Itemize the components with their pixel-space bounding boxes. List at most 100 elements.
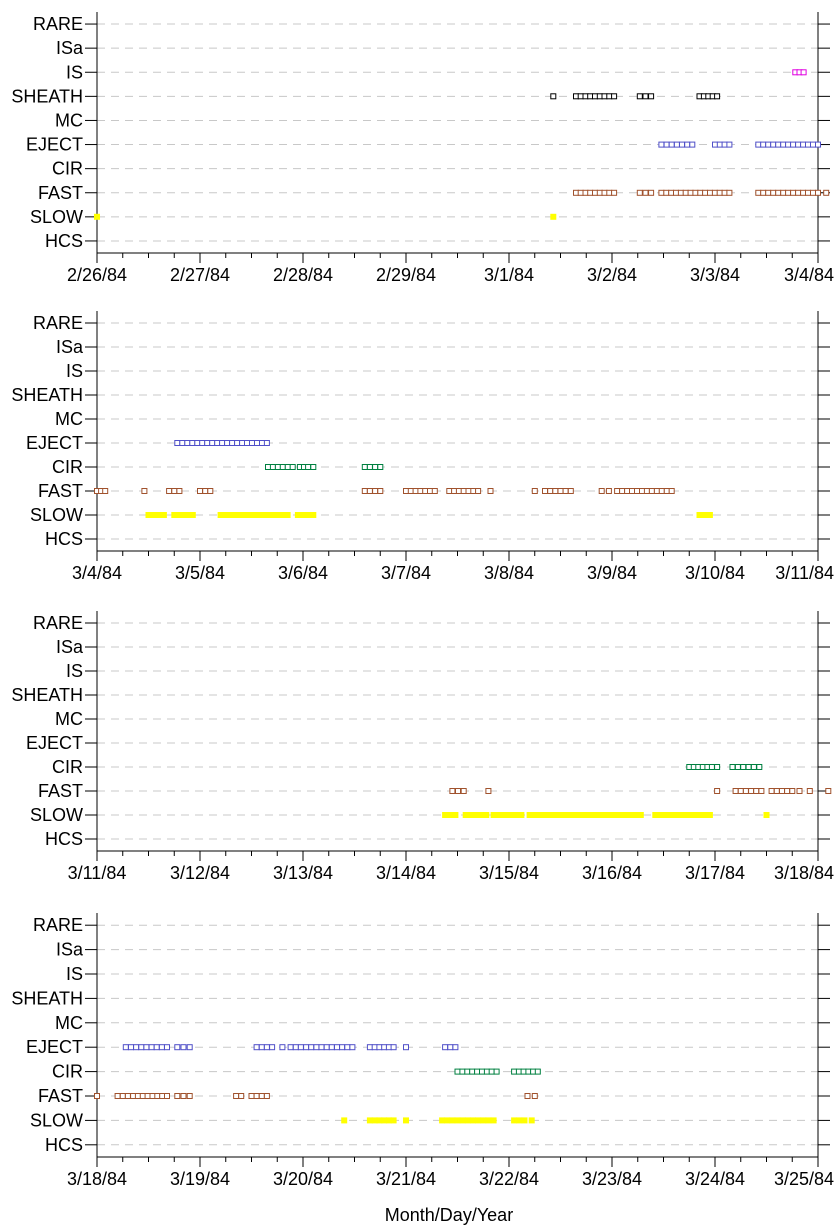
data-point-fast <box>714 788 721 794</box>
data-point-fast <box>606 189 613 196</box>
data-point-slow <box>473 812 479 818</box>
data-point-slow <box>475 1117 482 1124</box>
x-tick-label: 3/3/84 <box>690 265 740 285</box>
data-point-eject <box>263 1044 270 1051</box>
data-point-slow <box>263 512 270 518</box>
data-point-fast <box>721 189 728 196</box>
data-point-fast <box>697 189 704 196</box>
category-label: SLOW <box>30 505 83 525</box>
data-point-slow <box>632 812 639 818</box>
data-point-fast <box>753 788 760 794</box>
data-point-slow <box>300 512 306 518</box>
data-point-fast <box>711 189 718 196</box>
data-point-cir <box>284 464 291 470</box>
data-point-fast <box>524 1093 531 1099</box>
data-point-slow <box>567 812 574 818</box>
data-point-fast <box>779 788 785 794</box>
data-point-slow <box>696 812 703 818</box>
data-point-fast <box>692 189 699 196</box>
data-point-slow <box>310 512 317 518</box>
data-point-cir <box>756 764 763 770</box>
data-point-fast <box>810 189 816 196</box>
data-point-fast <box>619 488 626 494</box>
data-point-eject <box>716 141 723 148</box>
data-point-slow <box>155 512 162 518</box>
x-tick-label: 3/24/84 <box>685 1169 745 1189</box>
category-label: MC <box>55 709 83 729</box>
category-label: HCS <box>45 529 83 549</box>
data-point-fast <box>407 488 414 494</box>
data-point-fast <box>642 189 649 196</box>
data-point-fast <box>149 1093 156 1099</box>
data-point-sheath <box>550 93 557 100</box>
category-label: ISa <box>56 940 84 960</box>
data-point-slow <box>341 1117 348 1124</box>
x-tick-label: 2/28/84 <box>273 265 333 285</box>
data-point-eject <box>318 1044 325 1051</box>
data-point-eject <box>214 440 221 446</box>
data-point-eject <box>297 1044 304 1051</box>
category-label: HCS <box>45 231 83 251</box>
data-point-cir <box>372 464 379 470</box>
data-point-slow <box>483 812 490 818</box>
data-point-slow <box>607 812 614 818</box>
data-point-eject <box>765 141 772 148</box>
data-point-eject <box>194 440 201 446</box>
data-point-slow <box>469 1117 476 1124</box>
data-point-fast <box>197 488 203 494</box>
data-point-fast <box>773 788 780 794</box>
data-point-eject <box>164 1044 170 1051</box>
category-label: HCS <box>45 1135 83 1155</box>
data-point-fast <box>611 189 618 196</box>
data-point-fast <box>451 488 458 494</box>
x-tick-label: 2/26/84 <box>67 265 127 285</box>
data-point-slow <box>511 1117 518 1124</box>
x-tick-label: 3/18/84 <box>774 863 834 883</box>
data-point-fast <box>598 488 605 494</box>
data-point-slow <box>449 1117 456 1124</box>
x-tick-label: 3/2/84 <box>587 265 637 285</box>
data-point-fast <box>775 189 782 196</box>
data-point-eject <box>138 1044 145 1051</box>
category-label: MC <box>55 110 83 130</box>
data-point-slow <box>238 512 245 518</box>
data-point-eject <box>712 141 718 148</box>
data-point-fast <box>687 189 694 196</box>
data-point-fast <box>634 488 640 494</box>
data-point-cir <box>469 1068 476 1075</box>
data-point-slow <box>691 812 698 818</box>
data-point-slow <box>666 812 673 818</box>
data-point-fast <box>412 488 419 494</box>
data-point-eject <box>679 141 685 148</box>
data-point-eject <box>292 1044 299 1051</box>
data-point-fast <box>531 488 538 494</box>
data-point-eject <box>668 141 675 148</box>
x-tick-label: 3/25/84 <box>774 1169 834 1189</box>
data-point-fast <box>653 488 660 494</box>
data-point-eject <box>770 141 777 148</box>
data-point-fast <box>716 189 723 196</box>
data-point-eject <box>229 440 236 446</box>
data-point-fast <box>460 788 467 794</box>
data-point-slow <box>582 812 589 818</box>
data-point-fast <box>455 488 462 494</box>
data-point-fast <box>825 788 832 794</box>
x-tick-label: 3/11/84 <box>68 863 127 883</box>
data-point-fast <box>755 189 762 196</box>
data-point-fast <box>658 189 665 196</box>
data-point-slow <box>657 812 664 818</box>
category-label: ISa <box>56 337 84 357</box>
data-point-slow <box>439 1117 446 1124</box>
data-point-fast <box>658 488 665 494</box>
data-point-cir <box>708 764 715 770</box>
data-point-fast <box>796 788 803 794</box>
data-point-slow <box>459 1117 466 1124</box>
data-point-fast <box>557 488 564 494</box>
data-point-cir <box>714 764 721 770</box>
x-tick-label: 3/4/84 <box>784 265 834 285</box>
data-point-fast <box>180 1093 187 1099</box>
data-point-slow <box>706 512 713 518</box>
data-point-cir <box>488 1068 495 1075</box>
data-point-slow <box>452 812 459 818</box>
data-point-eject <box>810 141 816 148</box>
